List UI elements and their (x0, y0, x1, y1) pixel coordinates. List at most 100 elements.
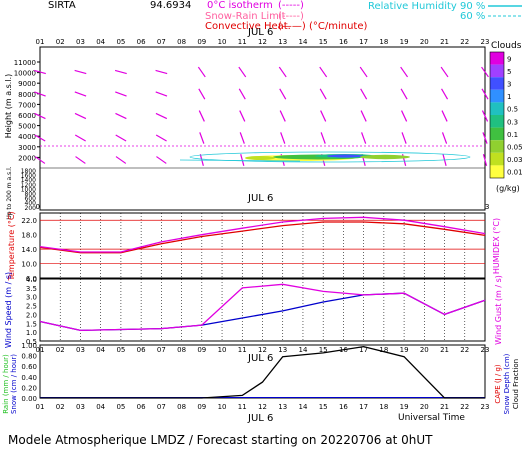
snow-ylabel: Snow (cm / hour) (10, 354, 18, 414)
y-tick-label: 18.0 (21, 232, 37, 240)
hour-label: 11 (238, 346, 247, 354)
wind-arrow (278, 66, 287, 78)
hour-label: 22 (460, 346, 469, 354)
wind-arrow (155, 134, 167, 142)
hour-label: 18 (379, 403, 388, 411)
hour-label: 09 (197, 403, 206, 411)
wind-arrow (481, 66, 489, 78)
hour-label: 19 (400, 403, 409, 411)
wind-arrow (279, 110, 286, 122)
hour-axis-bottom: 01 02 03 04 05 06 07 08 09 10 11 12 13 14 15 16 17 18 19 20… (36, 403, 490, 411)
wind-arrow (74, 91, 87, 97)
hour-label: 06 (137, 403, 146, 411)
hour-label: 16 (339, 403, 348, 411)
wind-arrow (74, 69, 87, 75)
colorbar-swatch (490, 127, 504, 141)
y-tick-label: 2.5 (26, 303, 37, 311)
wind-arrow (155, 69, 168, 75)
wind-arrow (114, 69, 127, 75)
wind-arrow (155, 91, 168, 97)
height-tick-label: 8000 (18, 91, 36, 99)
height-tick-label: 5000 (18, 123, 36, 131)
wind-arrow (441, 110, 448, 122)
y-tick-label: 0.60 (21, 363, 37, 371)
rh-legend: Relative Humidity (368, 1, 457, 12)
wind-arrow (240, 154, 245, 166)
hour-label: 15 (319, 403, 328, 411)
y-tick-label: 10.0 (21, 261, 37, 269)
wind-arrow (319, 88, 327, 100)
colorbar-swatch (490, 115, 504, 128)
hour-label: 21 (440, 38, 449, 46)
hour-label: 10 (218, 403, 227, 411)
wind-arrow (115, 91, 127, 97)
wind-arrow (74, 112, 87, 120)
hour-label: 18 (379, 38, 388, 46)
colorbar-label: 0.1 (507, 131, 518, 139)
hour-label: 11 (238, 38, 247, 46)
height-tick-label: 11000 (14, 59, 36, 67)
colorbar-swatch (490, 64, 504, 78)
hour-label: 14 (298, 346, 307, 354)
cloud-field (179, 151, 471, 163)
height-tick-label: 1400 (21, 177, 36, 184)
forecast-footer: Modele Atmospherique LMDZ / Forecast sta… (8, 433, 433, 447)
wind-arrow (239, 132, 245, 144)
hour-label: 03 (76, 346, 85, 354)
y-tick-label: 0.20 (21, 384, 37, 392)
wind-arrow (481, 88, 489, 100)
isotherm-legend: 0°C isotherm (207, 0, 273, 11)
height-tick-label: 400 (25, 200, 37, 207)
wind-arrow (482, 154, 488, 166)
height-tick-label: 2000 (18, 154, 36, 162)
wind-arrow (279, 88, 287, 100)
hour-label: 22 (460, 38, 469, 46)
wind-arrow (401, 110, 408, 122)
cape-ylabel: CAPE (J / g) (494, 364, 502, 404)
hour-label: 07 (157, 403, 166, 411)
y-tick-label: 4.0 (26, 276, 37, 284)
series-line (40, 345, 485, 399)
convective-legend-symbol: (——) (°C/minute) (278, 21, 368, 32)
hour-label: 09 (197, 38, 206, 46)
height-tick-label: 3000 (18, 144, 36, 152)
wind-arrows (34, 66, 489, 166)
colorbar-swatch (490, 165, 504, 178)
y-tick-label: 3.5 (26, 285, 37, 293)
hour-label: 18 (379, 346, 388, 354)
hour-label: 21 (440, 346, 449, 354)
hour-label: 07 (157, 346, 166, 354)
hour-label: 23 (481, 38, 490, 46)
colorbar-label: 0.3 (507, 118, 518, 126)
height-tick-label: 6000 (18, 112, 36, 120)
rain-panel: 01 02 03 04 05 06 07 08 09 10 11 12 13 14 15 16 17 18 19 20… (2, 342, 520, 414)
y-tick-label: 6.0 (26, 275, 37, 283)
wind-arrow (115, 134, 127, 142)
hour-label: 13 (278, 346, 287, 354)
wind-panel: 4.03.53.02.52.01.51.00.5 Wind Speed (m /… (4, 272, 503, 348)
hour-label: 02 (56, 346, 65, 354)
hour-label: 01 (36, 346, 45, 354)
wind-arrow (361, 132, 367, 144)
wind-arrow (34, 112, 46, 120)
hour-label: 19 (400, 346, 409, 354)
hour-label: 05 (116, 346, 125, 354)
universal-time-label: Universal Time (398, 413, 465, 423)
height-ylabel: Height (m a.s.l.) (4, 74, 13, 139)
hour-label: 20 (420, 38, 429, 46)
hour-label: 10 (218, 38, 227, 46)
height-tick-label: 4000 (18, 133, 36, 141)
wind-speed-ylabel: Wind Speed (m / s) (4, 272, 13, 348)
hour-label: 17 (359, 403, 368, 411)
hour-label: 14 (298, 38, 307, 46)
clouds-title: Clouds (491, 41, 522, 51)
hour-label: 12 (258, 403, 267, 411)
temp-ylabel: Temperature (°C) (7, 211, 16, 281)
y-tick-label: 1.00 (21, 342, 37, 350)
series-line (39, 221, 486, 254)
wind-arrow (34, 69, 46, 75)
snow-legend-symbol: (-----) (278, 11, 304, 22)
height-tick-label: 9000 (18, 80, 36, 88)
wind-arrow (156, 156, 167, 164)
y-tick-label: 2.0 (26, 311, 37, 319)
